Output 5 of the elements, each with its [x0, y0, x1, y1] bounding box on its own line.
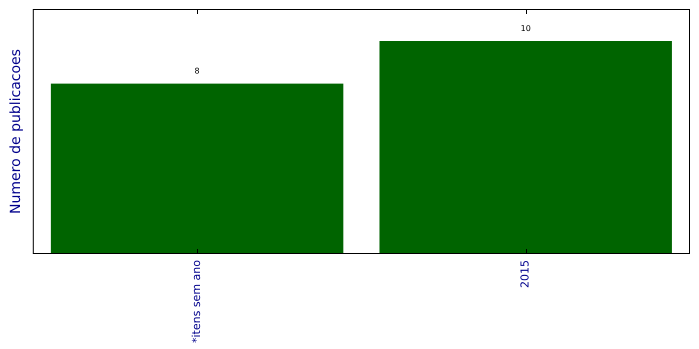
- data-label: 8: [194, 66, 200, 76]
- x-tick-label: *itens sem ano: [190, 260, 203, 344]
- data-label: 10: [520, 24, 531, 34]
- x-tick-label: 2015: [518, 260, 532, 288]
- y-axis-title: Numero de publicacoes: [8, 49, 24, 214]
